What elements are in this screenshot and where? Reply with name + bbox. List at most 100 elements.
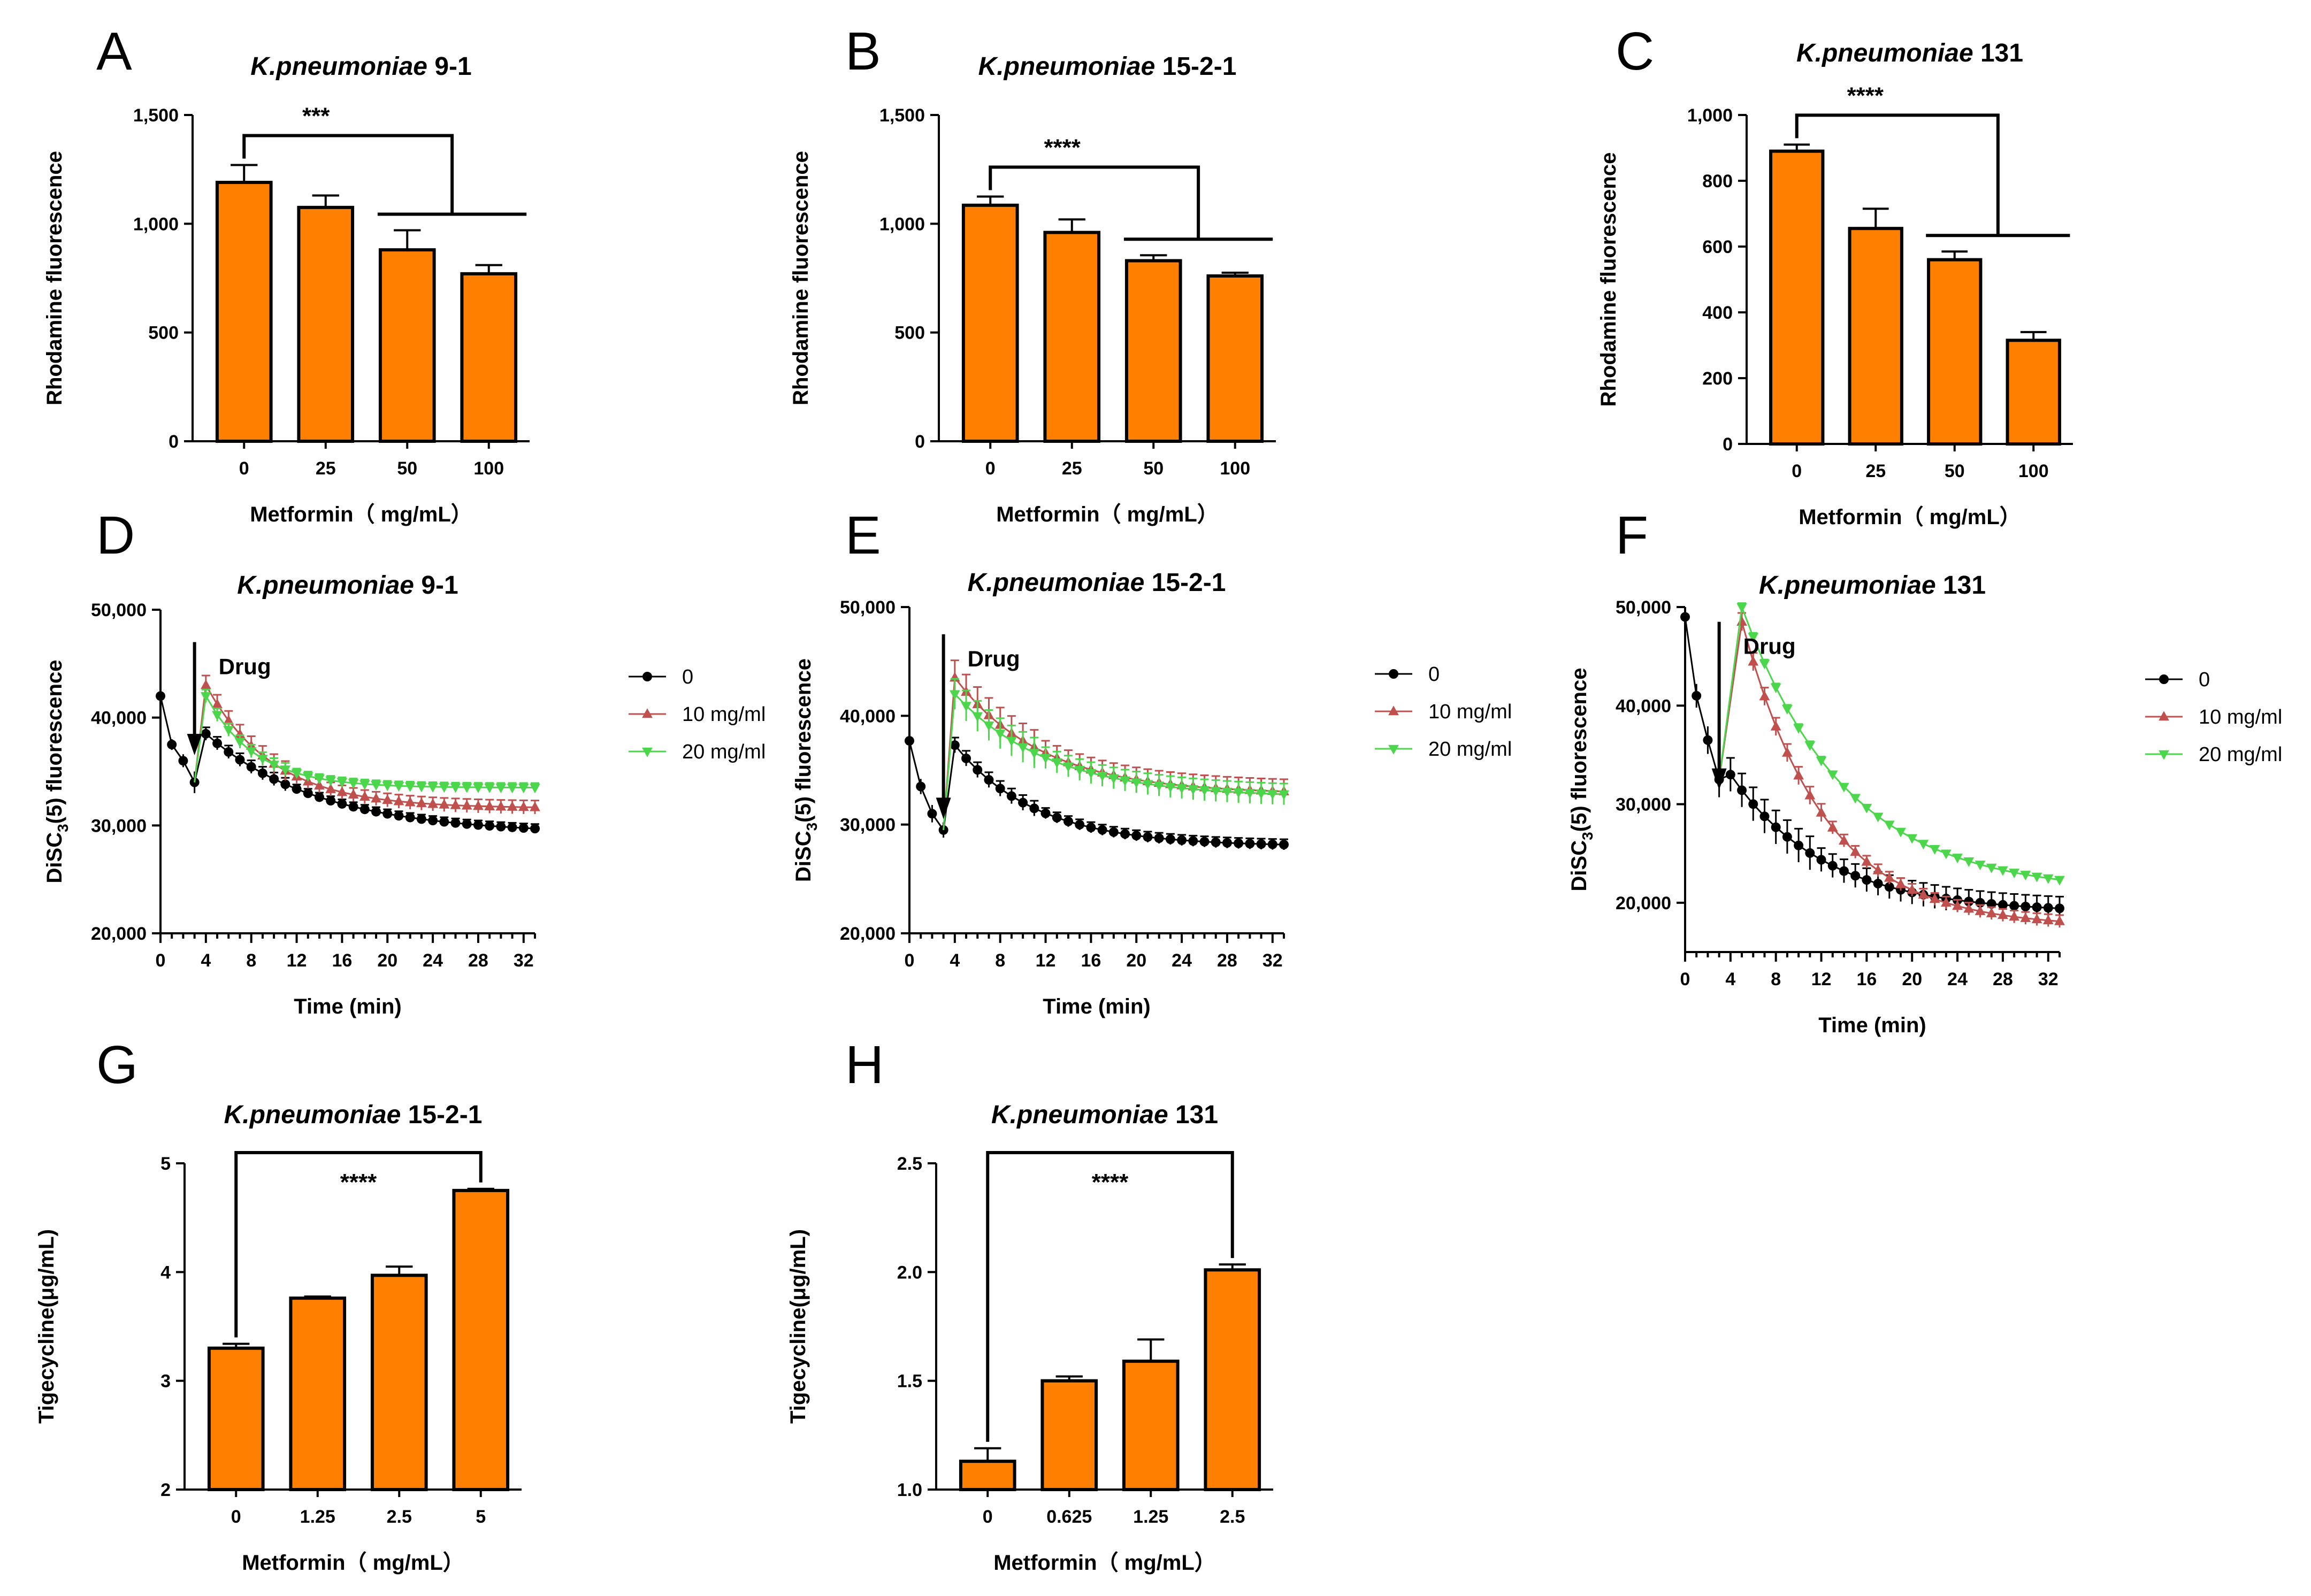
x-tick-label: 0 <box>1680 969 1690 989</box>
data-point <box>973 765 983 775</box>
significance-label: **** <box>1044 135 1081 161</box>
data-point <box>1017 743 1029 753</box>
y-tick-label: 500 <box>148 323 179 343</box>
panel-B: K.pneumoniae 15-2-1 B 0 500 1,000 1,500 0 25 50 1… <box>789 21 1276 526</box>
data-point <box>2020 871 2031 881</box>
data-point <box>1097 772 1108 782</box>
significance-bracket <box>989 165 1200 240</box>
series-10-mg/ml <box>194 674 540 815</box>
y-tick-label: 30,000 <box>91 816 147 836</box>
series-0 <box>943 736 1289 850</box>
panel-title: K.pneumoniae 9-1 <box>250 52 471 81</box>
data-point <box>1120 776 1130 786</box>
x-tick-label: 24 <box>1172 950 1192 971</box>
data-point <box>1872 812 1884 823</box>
panel-letter: F <box>1616 505 1648 565</box>
legend-label: 10 mg/ml <box>682 703 766 726</box>
data-point <box>371 781 381 791</box>
data-point <box>1850 794 1861 804</box>
data-point <box>961 753 971 763</box>
legend: 0 10 mg/ml 20 mg/ml <box>2145 669 2282 766</box>
data-point <box>1748 633 1759 643</box>
data-point <box>1074 766 1085 776</box>
data-point <box>496 822 506 832</box>
data-point <box>507 822 517 832</box>
data-point <box>427 798 438 808</box>
x-tick-label: 32 <box>514 950 534 971</box>
panel-title-strain: 9-1 <box>427 52 472 81</box>
significance-label: *** <box>302 103 330 129</box>
data-point <box>1884 820 1895 831</box>
data-point <box>212 699 223 709</box>
baseline-line <box>159 695 195 783</box>
x-tick-label: 50 <box>397 458 417 479</box>
x-tick-label: 100 <box>2018 461 2049 481</box>
bar-100 <box>2006 339 2061 446</box>
data-point <box>1793 770 1804 780</box>
data-point <box>314 780 325 790</box>
data-point <box>1244 789 1256 799</box>
data-point <box>246 762 256 772</box>
bar-25 <box>1043 231 1101 443</box>
legend-label: 0 <box>1428 663 1440 686</box>
data-point <box>1097 825 1107 835</box>
data-point <box>984 775 994 785</box>
y-axis-label: DiSC3(5) fluorescence <box>792 658 820 882</box>
x-tick-label: 20 <box>1126 950 1146 971</box>
data-point <box>1986 907 1997 917</box>
bar-50 <box>1927 258 1983 446</box>
data-point <box>1918 840 1929 850</box>
data-point <box>1907 884 1918 894</box>
panel-letter: E <box>845 505 881 565</box>
data-point <box>1063 762 1074 772</box>
data-point <box>1131 778 1142 788</box>
data-point <box>473 783 484 793</box>
x-tick-label: 100 <box>473 458 504 479</box>
data-point <box>995 784 1005 794</box>
x-tick-label: 2.5 <box>1220 1507 1245 1527</box>
data-point <box>416 814 426 824</box>
panel-title-strain: 131 <box>1973 39 2023 67</box>
x-tick-label: 50 <box>1945 461 1965 481</box>
y-tick-label: 50,000 <box>1616 597 1671 618</box>
x-tick-label: 32 <box>2038 969 2059 989</box>
data-point <box>1279 840 1289 850</box>
y-axis-label-rest: (5) fluorescence <box>792 658 815 823</box>
y-tick-label: 0 <box>1723 434 1733 455</box>
y-axis-label-rest: (5) fluorescence <box>43 660 66 824</box>
bar-2.5 <box>1204 1268 1261 1491</box>
y-tick-label: 20,000 <box>840 924 896 944</box>
data-point <box>1770 684 1781 694</box>
y-axis-label-main: DiSC <box>1567 840 1591 892</box>
data-point <box>439 817 449 827</box>
data-point <box>1165 834 1175 845</box>
data-point <box>518 784 529 794</box>
x-tick-label: 16 <box>1081 950 1101 971</box>
data-point <box>450 818 461 828</box>
data-point <box>1771 822 1781 832</box>
data-point <box>1794 840 1804 850</box>
data-point <box>382 809 393 819</box>
x-axis-label: Metformin（ mg/mL） <box>1799 505 2021 529</box>
panel-title-species: K.pneumoniae <box>224 1101 401 1129</box>
baseline-line <box>1684 617 1720 780</box>
bar-100 <box>1206 274 1264 443</box>
data-point <box>518 823 529 833</box>
y-tick-label: 40,000 <box>1616 696 1671 716</box>
data-point <box>1782 832 1792 842</box>
data-point <box>1884 872 1895 882</box>
data-point <box>1029 803 1039 814</box>
significance-bracket <box>234 1151 483 1338</box>
x-tick-label: 12 <box>287 950 307 971</box>
x-tick-label: 100 <box>1220 458 1250 479</box>
data-point <box>1234 838 1244 848</box>
data-point <box>371 793 381 803</box>
y-tick-label: 20,000 <box>1616 893 1671 914</box>
data-point <box>1793 724 1804 734</box>
data-point <box>462 819 472 829</box>
legend-label: 20 mg/ml <box>2199 743 2282 766</box>
data-point <box>1895 827 1906 838</box>
bar-100 <box>460 272 518 443</box>
y-tick-label: 1.0 <box>897 1480 922 1500</box>
data-point <box>1233 788 1244 799</box>
